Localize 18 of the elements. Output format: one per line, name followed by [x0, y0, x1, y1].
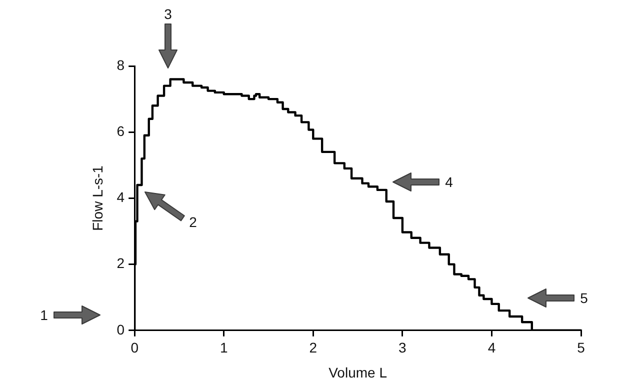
x-tick-label: 1	[220, 340, 228, 356]
text: 1	[40, 307, 48, 323]
x-tick-label: 4	[488, 340, 496, 356]
y-axis-title: Flow L-s-1	[89, 165, 106, 231]
y-tick-label: 2	[116, 255, 125, 272]
x-tick-label: 3	[398, 340, 407, 356]
x-tick-label: 0	[130, 340, 139, 356]
x-tick-label: 5	[577, 340, 586, 356]
x-tick-label: 2	[309, 340, 318, 356]
y-tick-label: 0	[116, 321, 125, 338]
y-tick-label: 6	[116, 122, 125, 139]
y-tick-label: 8	[116, 56, 125, 73]
y-tick-label: 4	[116, 189, 125, 206]
x-axis-title: Volume L	[328, 364, 388, 380]
annotation: 5	[580, 290, 588, 306]
annotation: 2	[189, 214, 197, 230]
text: 3	[164, 6, 172, 22]
annotation: 4	[445, 174, 453, 190]
